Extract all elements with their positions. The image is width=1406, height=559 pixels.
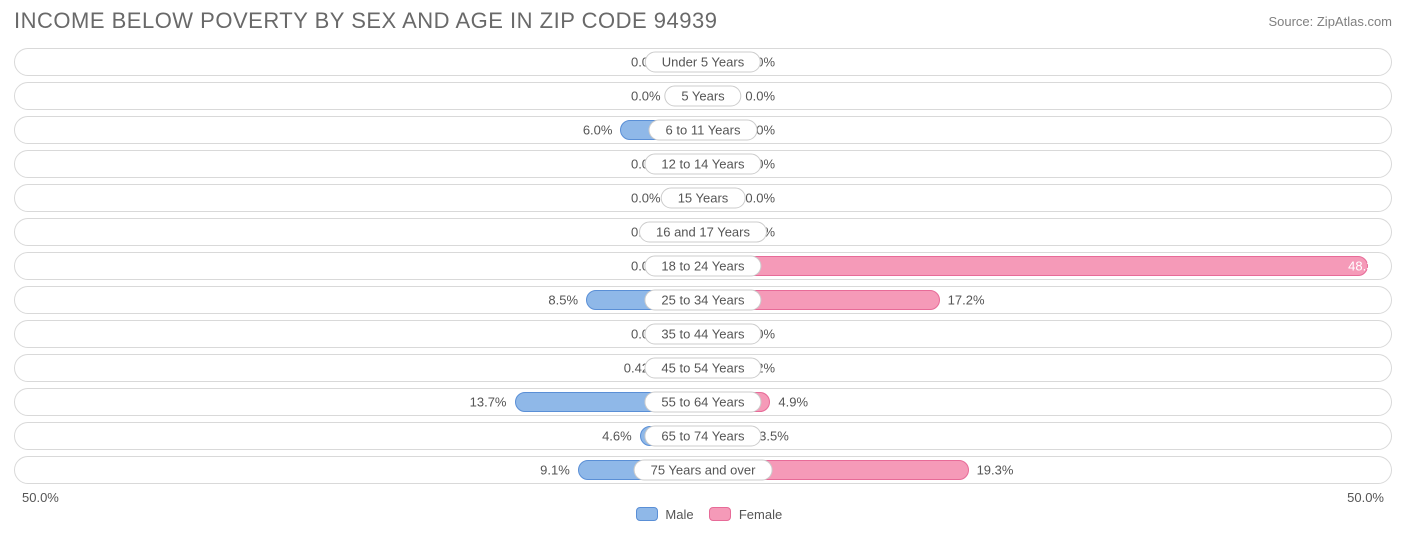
chart-title: INCOME BELOW POVERTY BY SEX AND AGE IN Z… — [14, 8, 717, 34]
category-label: 12 to 14 Years — [644, 154, 761, 175]
x-axis: 50.0% 50.0% — [14, 490, 1392, 505]
legend: Male Female — [14, 507, 1392, 522]
chart-row: 8.5% 17.2% 25 to 34 Years — [14, 286, 1392, 314]
female-value-label: 17.2% — [948, 293, 985, 308]
category-label: 5 Years — [664, 86, 741, 107]
chart-row: 6.0%0.0%6 to 11 Years — [14, 116, 1392, 144]
male-value-label: 6.0% — [583, 123, 613, 138]
female-value-label: 0.0% — [745, 89, 775, 104]
female-value-label: 4.9% — [778, 395, 808, 410]
legend-label-male: Male — [665, 507, 693, 522]
female-value-label: 0.0% — [745, 191, 775, 206]
category-label: 65 to 74 Years — [644, 426, 761, 447]
axis-right-label: 50.0% — [1347, 490, 1384, 505]
category-label: 18 to 24 Years — [644, 256, 761, 277]
female-value-label: 3.5% — [759, 429, 789, 444]
male-value-label: 4.6% — [602, 429, 632, 444]
legend-swatch-female — [709, 507, 731, 521]
female-bar — [703, 256, 1368, 276]
chart-row: 0.0%48.3%18 to 24 Years — [14, 252, 1392, 280]
chart-row: 0.0% 0.0%15 Years — [14, 184, 1392, 212]
male-value-label: 8.5% — [548, 293, 578, 308]
chart-row: 13.7% 4.9% 55 to 64 Years — [14, 388, 1392, 416]
category-label: 75 Years and over — [634, 460, 773, 481]
chart-row: 9.1% 19.3% 75 Years and over — [14, 456, 1392, 484]
female-value-label: 48.3% — [1348, 259, 1385, 274]
category-label: 25 to 34 Years — [644, 290, 761, 311]
male-value-label: 13.7% — [470, 395, 507, 410]
category-label: 55 to 64 Years — [644, 392, 761, 413]
legend-label-female: Female — [739, 507, 782, 522]
category-label: 16 and 17 Years — [639, 222, 767, 243]
male-value-label: 0.0% — [631, 89, 661, 104]
category-label: 35 to 44 Years — [644, 324, 761, 345]
category-label: Under 5 Years — [645, 52, 761, 73]
female-value-label: 19.3% — [977, 463, 1014, 478]
chart-row: 0.0%0.0%16 and 17 Years — [14, 218, 1392, 246]
category-label: 6 to 11 Years — [649, 120, 758, 141]
category-label: 45 to 54 Years — [644, 358, 761, 379]
male-value-label: 9.1% — [540, 463, 570, 478]
axis-left-label: 50.0% — [22, 490, 59, 505]
chart-row: 0.42%2.2%45 to 54 Years — [14, 354, 1392, 382]
chart-row: 0.0%0.0%Under 5 Years — [14, 48, 1392, 76]
chart-row: 0.0%0.0%12 to 14 Years — [14, 150, 1392, 178]
chart-row: 0.0%0.0%5 Years — [14, 82, 1392, 110]
chart-row: 4.6% 3.5%65 to 74 Years — [14, 422, 1392, 450]
male-value-label: 0.0% — [631, 191, 661, 206]
category-label: 15 Years — [661, 188, 746, 209]
source-attribution: Source: ZipAtlas.com — [1268, 14, 1392, 29]
legend-swatch-male — [636, 507, 658, 521]
chart-row: 0.0%2.0%35 to 44 Years — [14, 320, 1392, 348]
chart-rows-container: 0.0%0.0%Under 5 Years0.0%0.0%5 Years6.0%… — [14, 48, 1392, 484]
